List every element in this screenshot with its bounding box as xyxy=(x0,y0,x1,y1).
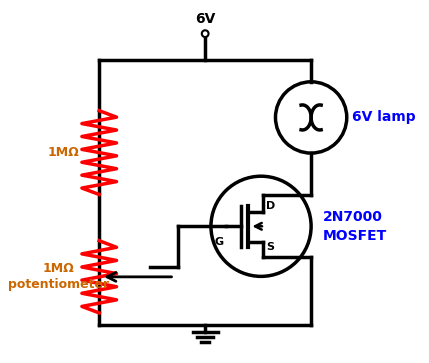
Text: 6V: 6V xyxy=(195,12,215,26)
Text: 6V lamp: 6V lamp xyxy=(352,110,415,125)
Text: 1MΩ: 1MΩ xyxy=(48,146,79,159)
Text: D: D xyxy=(266,201,275,211)
Text: S: S xyxy=(266,241,274,252)
Text: 1MΩ
potentiometer: 1MΩ potentiometer xyxy=(8,262,109,291)
Text: 2N7000
MOSFET: 2N7000 MOSFET xyxy=(323,209,387,243)
Text: G: G xyxy=(214,237,224,247)
